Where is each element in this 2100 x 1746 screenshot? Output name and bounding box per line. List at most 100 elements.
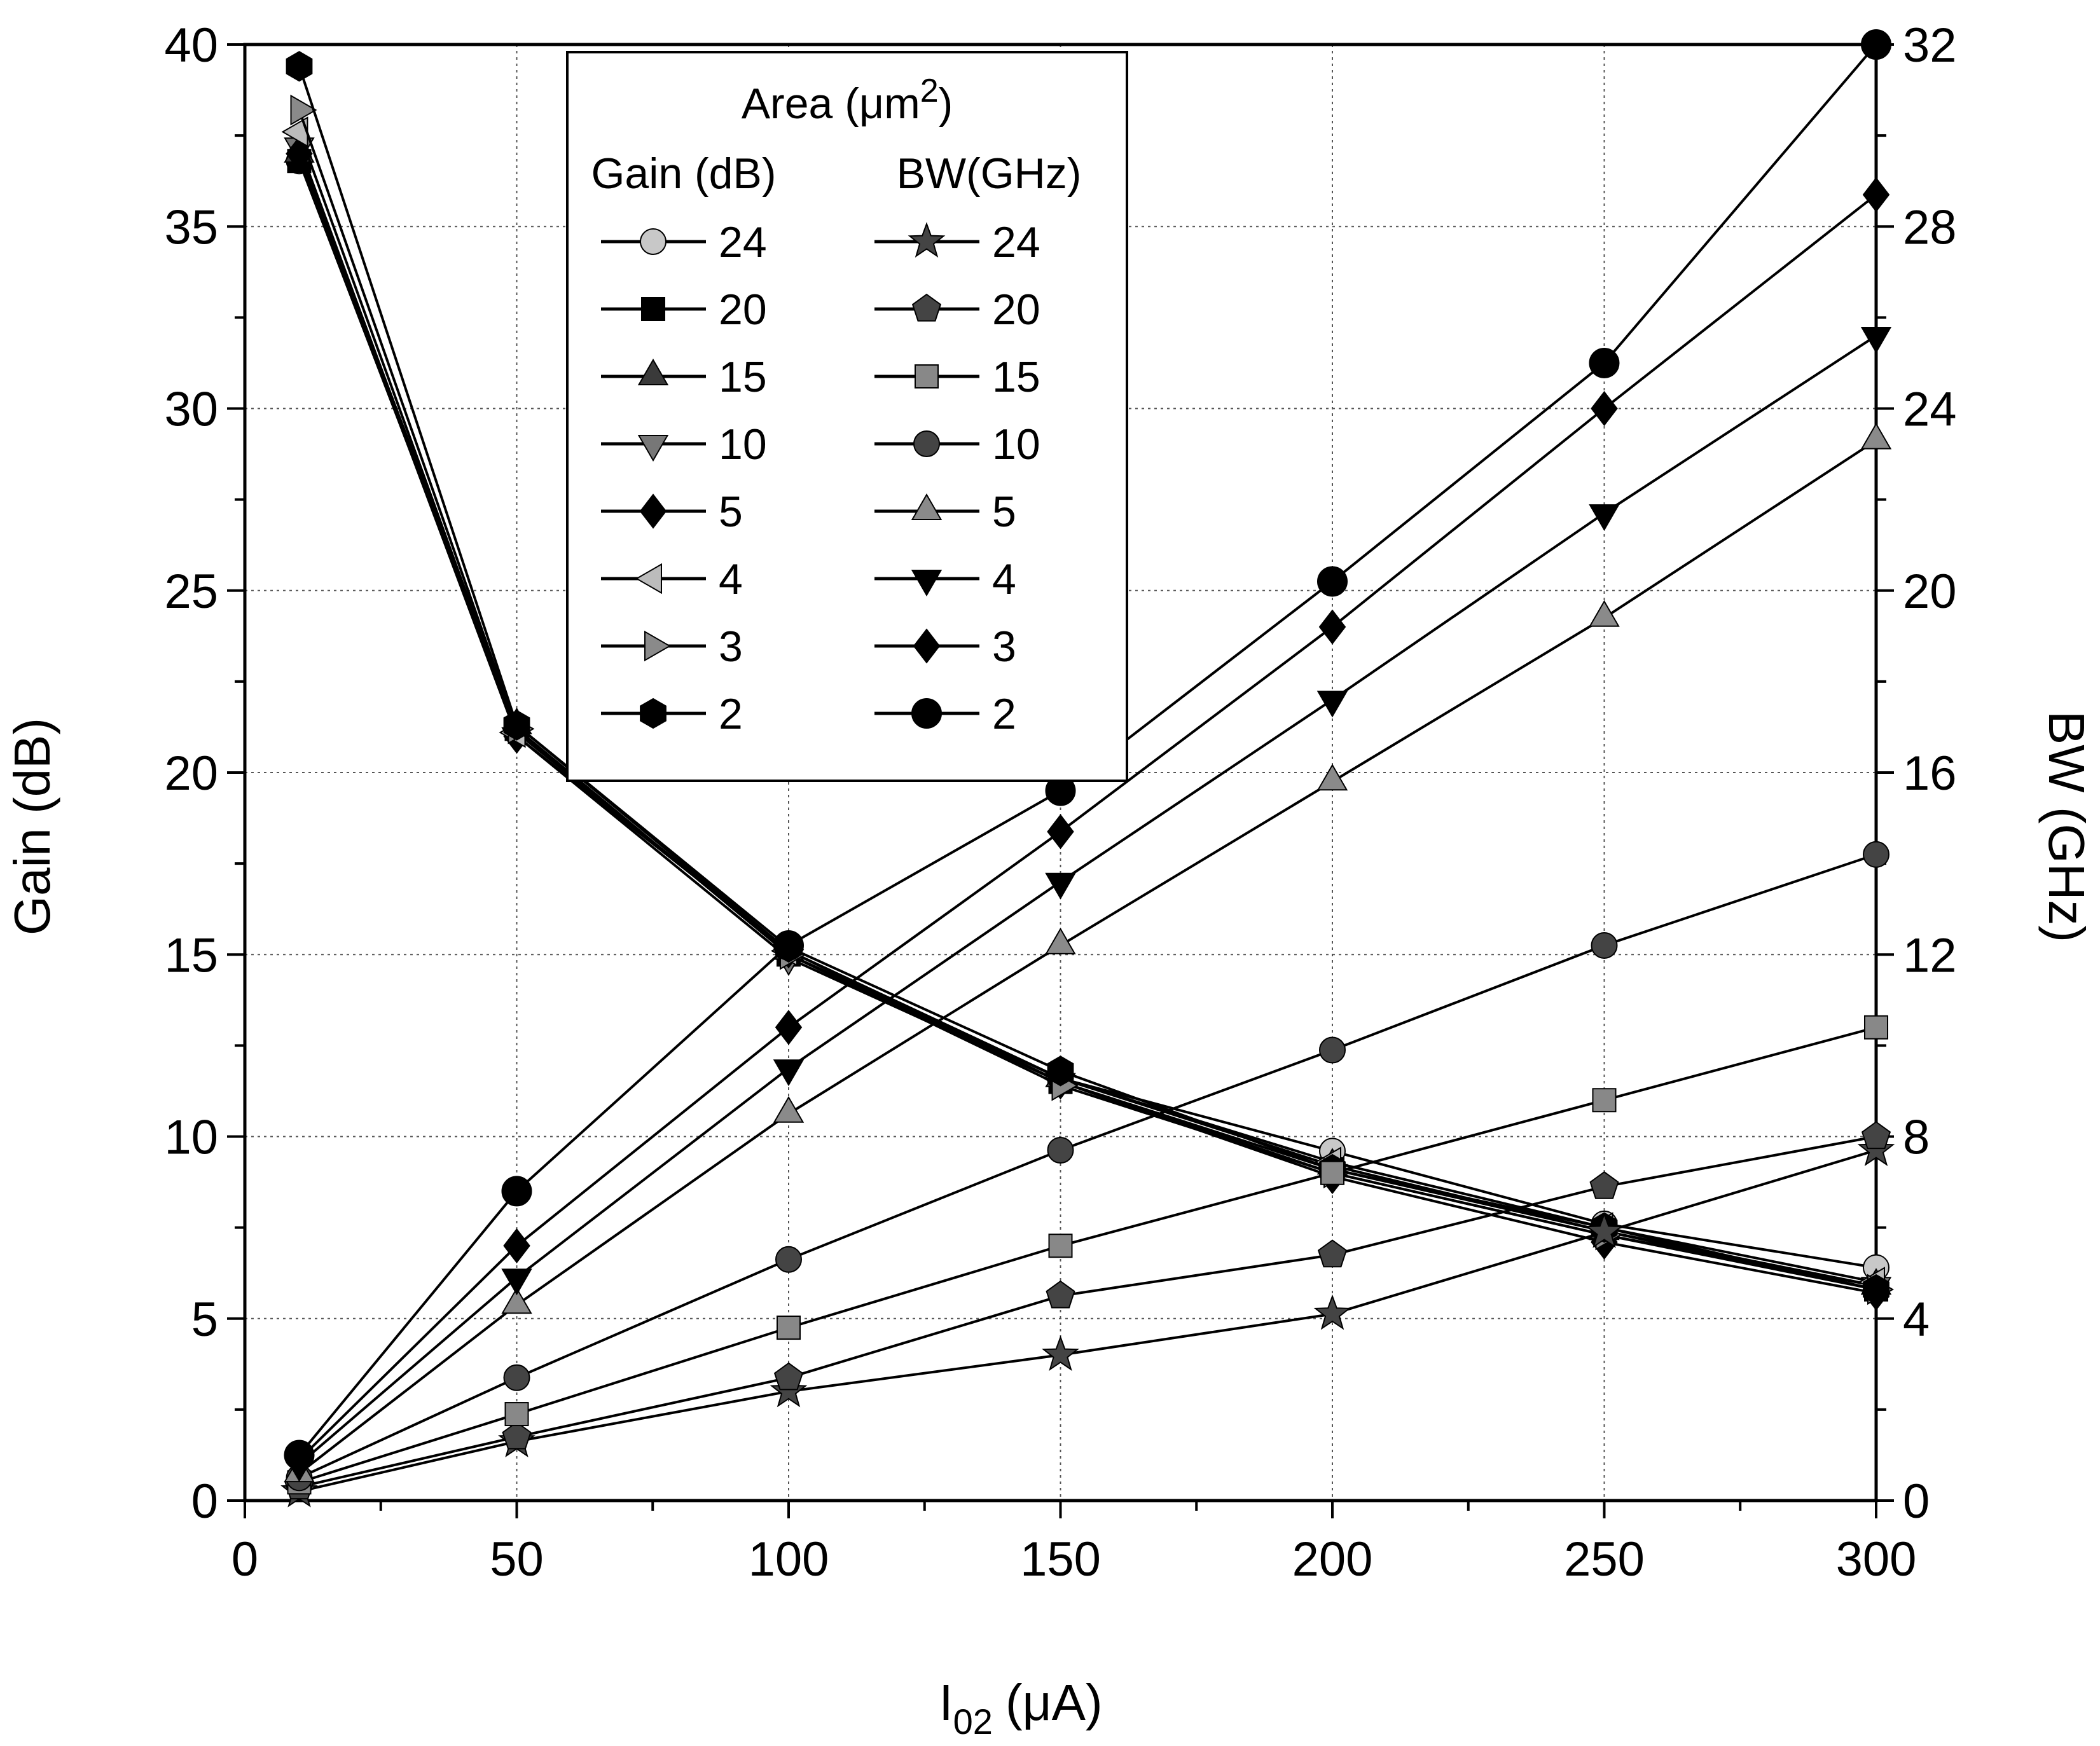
legend-gain-marker [639, 493, 667, 529]
bw-line-20 [299, 1135, 1877, 1488]
y-left-tick-label: 40 [164, 18, 218, 72]
legend-bw-label: 15 [992, 353, 1040, 401]
legend-bw-header: BW(GHz) [897, 149, 1082, 198]
legend-gain-entry-5: 5 [601, 488, 743, 536]
y-left-tick-label: 10 [164, 1111, 218, 1165]
y-right-tick-label: 12 [1903, 928, 1957, 982]
bw-point-3 [1047, 814, 1074, 849]
legend-gain-entry-2: 2 [601, 690, 743, 738]
bw-point-24 [1042, 1335, 1079, 1371]
legend-bw-entry-20: 20 [874, 285, 1040, 334]
bw-point-20 [1317, 1239, 1348, 1268]
legend-bw-entry-2: 2 [874, 690, 1016, 738]
legend-gain-label: 10 [719, 420, 767, 469]
legend-gain-label: 20 [719, 285, 767, 334]
bw-point-3 [1591, 390, 1618, 427]
bw-point-20 [1861, 1121, 1891, 1150]
legend-bw-label: 20 [992, 285, 1040, 334]
y-left-tick-label: 30 [164, 383, 218, 437]
bw-point-20 [1046, 1280, 1075, 1309]
y-left-tick-label: 5 [191, 1293, 218, 1347]
bw-point-24 [1313, 1294, 1351, 1330]
bw-point-5 [1045, 927, 1076, 954]
bw-point-2 [1317, 566, 1348, 597]
bw-point-4 [1316, 691, 1348, 718]
x-tick-label: 150 [1020, 1532, 1101, 1586]
legend-gain-label: 24 [719, 218, 767, 266]
y-left-tick-label: 0 [191, 1474, 218, 1529]
legend-frame [566, 51, 1128, 782]
legend-bw-label: 24 [992, 218, 1040, 266]
gain-point-2 [286, 51, 313, 82]
legend-title: Area (μm2) [742, 72, 953, 128]
legend-gain-entry-24: 24 [601, 218, 767, 266]
legend-bw-marker [911, 293, 942, 322]
y-right-tick-label: 0 [1903, 1474, 1930, 1529]
bw-series-2 [284, 29, 1891, 1471]
bw-point-5 [1316, 764, 1348, 791]
legend-bw-entry-3: 3 [874, 622, 1016, 671]
x-axis-title: I02 (μA) [939, 1674, 1102, 1742]
bw-series-10 [286, 841, 1889, 1492]
bw-point-15 [777, 1316, 801, 1340]
bw-point-2 [284, 1440, 315, 1471]
x-tick-label: 300 [1836, 1532, 1917, 1586]
y-left-tick-label: 25 [164, 565, 218, 619]
legend-bw-label: 10 [992, 420, 1040, 469]
bw-point-3 [503, 1228, 530, 1263]
y-right-tick-label: 24 [1903, 383, 1957, 437]
legend-gain-entry-3: 3 [601, 622, 743, 671]
legend: Area (μm2) Gain (dB) BW(GHz) 24201510543… [566, 51, 1128, 782]
legend-gain-marker [641, 297, 665, 321]
x-tick-label: 100 [749, 1532, 829, 1586]
bw-point-10 [1591, 931, 1618, 959]
bw-point-15 [1864, 1015, 1888, 1040]
bw-series-layer [280, 29, 1895, 1508]
legend-bw-marker [908, 222, 946, 258]
y-right-tick-label: 28 [1903, 200, 1957, 254]
y-right-tick-label: 20 [1903, 565, 1957, 619]
legend-gain-header: Gain (dB) [591, 149, 777, 198]
legend-gain-marker [635, 563, 662, 595]
bw-line-24 [299, 1149, 1877, 1493]
legend-bw-marker [911, 570, 943, 597]
y-right-tick-label: 8 [1903, 1111, 1930, 1165]
y-axis-right-title: BW (GHz) [2038, 711, 2095, 942]
bw-series-3 [286, 177, 1890, 1478]
bw-point-4 [1589, 504, 1620, 532]
bw-point-4 [1860, 327, 1892, 354]
bw-point-20 [773, 1362, 804, 1391]
legend-gain-label: 15 [719, 353, 767, 401]
tick-label-layer: 0 50 100 150 200 250 3000510152025303540048121… [164, 18, 1956, 1586]
legend-bw-entry-4: 4 [874, 555, 1016, 603]
x-tick-label: 0 [231, 1532, 258, 1586]
axis-layer [227, 43, 1894, 1518]
legend-gain-marker [637, 435, 669, 462]
bw-point-5 [773, 1096, 805, 1123]
bw-point-5 [1860, 422, 1892, 450]
x-tick-label: 200 [1292, 1532, 1373, 1586]
bw-point-5 [501, 1287, 532, 1314]
gain-point-2 [503, 710, 530, 741]
bw-point-2 [501, 1176, 532, 1207]
legend-gain-entry-20: 20 [601, 285, 767, 334]
legend-gain-marker [640, 698, 667, 729]
legend-gain-marker [637, 358, 669, 385]
legend-bw-marker [911, 698, 942, 729]
bw-point-5 [1589, 600, 1620, 627]
legend-gain-entry-4: 4 [601, 555, 743, 603]
gain-point-3 [290, 94, 317, 126]
legend-gain-marker [640, 228, 667, 255]
y-left-tick-label: 35 [164, 200, 218, 254]
legend-bw-label: 4 [992, 555, 1016, 603]
bw-point-4 [773, 1059, 805, 1087]
bw-point-4 [501, 1268, 532, 1296]
legend-bw-entry-15: 15 [874, 353, 1040, 401]
legend-bw-entry-10: 10 [874, 420, 1040, 469]
legend-bw-marker [913, 628, 941, 664]
bw-point-3 [1862, 177, 1890, 212]
legend-gain-label: 2 [719, 690, 743, 738]
legend-gain-marker [644, 630, 672, 662]
bw-point-15 [504, 1402, 529, 1427]
y-left-tick-label: 20 [164, 746, 218, 801]
